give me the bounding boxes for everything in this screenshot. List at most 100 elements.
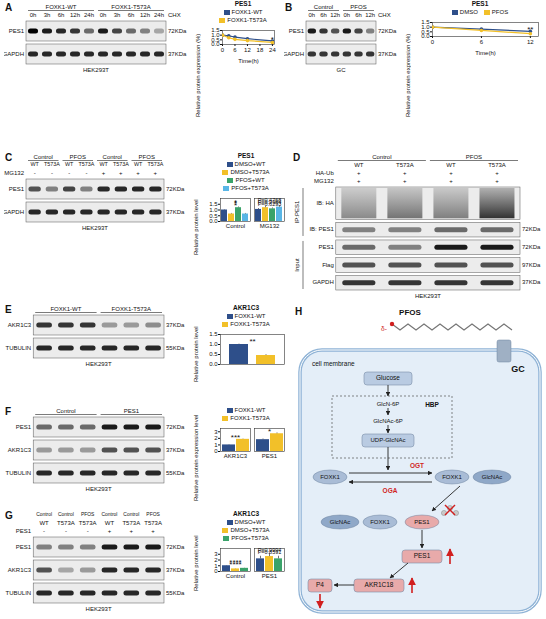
svg-text:δ-: δ- xyxy=(381,325,387,332)
svg-text:2: 2 xyxy=(214,435,218,441)
svg-text:12: 12 xyxy=(527,39,534,45)
svg-text:Control: Control xyxy=(102,512,118,517)
svg-text:6h: 6h xyxy=(355,12,362,18)
svg-text:0.0: 0.0 xyxy=(209,361,218,367)
svg-text:WT: WT xyxy=(30,161,39,167)
svg-text:IB: PES1: IB: PES1 xyxy=(309,226,334,232)
svg-text:+: + xyxy=(130,528,134,534)
svg-text:GAPDH: GAPDH xyxy=(4,209,24,215)
svg-text:GlcN-6P: GlcN-6P xyxy=(377,401,400,407)
svg-text:AKR1C3: AKR1C3 xyxy=(8,567,32,573)
svg-text:FOXK1: FOXK1 xyxy=(370,519,390,525)
svg-text:T573A: T573A xyxy=(488,162,506,168)
svg-text:55KDa: 55KDa xyxy=(166,470,185,476)
svg-text:72KDa: 72KDa xyxy=(166,424,185,430)
svg-text:-: - xyxy=(43,528,45,534)
svg-text:CHX: CHX xyxy=(378,12,391,18)
svg-text:0h: 0h xyxy=(309,12,316,18)
svg-text:TUBULIN: TUBULIN xyxy=(6,345,32,351)
svg-text:+: + xyxy=(151,528,155,534)
svg-text:T573A: T573A xyxy=(396,162,414,168)
svg-text:OGA: OGA xyxy=(383,487,398,494)
svg-text:FOXK1-WT: FOXK1-WT xyxy=(50,306,81,312)
svg-text:WT: WT xyxy=(105,520,115,526)
svg-text:FOXK1-T573A: FOXK1-T573A xyxy=(112,306,151,312)
svg-text:C: C xyxy=(5,152,12,163)
svg-text:0: 0 xyxy=(214,568,218,574)
svg-text:FOXK1: FOXK1 xyxy=(442,474,462,480)
svg-text:6h: 6h xyxy=(58,12,65,18)
svg-text:72KDa: 72KDa xyxy=(166,544,185,550)
svg-text:Control: Control xyxy=(226,223,245,229)
svg-text:HEK293T: HEK293T xyxy=(86,361,112,367)
svg-text:24: 24 xyxy=(269,47,276,53)
svg-text:37KDa: 37KDa xyxy=(168,51,187,57)
svg-text:T573A: T573A xyxy=(113,161,129,167)
svg-text:1.5: 1.5 xyxy=(211,27,220,33)
svg-text:37KDa: 37KDa xyxy=(378,51,397,57)
svg-text:12h: 12h xyxy=(140,12,150,18)
svg-text:PES1: PES1 xyxy=(318,244,334,250)
svg-text:+: + xyxy=(403,178,407,184)
svg-text:UDP-GlcNAc: UDP-GlcNAc xyxy=(370,437,405,443)
svg-text:PES1: PES1 xyxy=(262,573,278,579)
svg-text:PES1: PES1 xyxy=(16,424,32,430)
svg-text:GC: GC xyxy=(337,67,347,73)
svg-text:-: - xyxy=(85,170,87,176)
svg-text:GAPDH: GAPDH xyxy=(312,279,333,285)
svg-text:AKR1C3: AKR1C3 xyxy=(8,447,32,453)
svg-text:WT: WT xyxy=(354,162,364,168)
svg-text:P4: P4 xyxy=(316,581,324,588)
svg-text:P=0.6293: P=0.6293 xyxy=(258,201,282,207)
svg-text:Time(h): Time(h) xyxy=(475,50,495,56)
svg-text:Control: Control xyxy=(56,408,75,414)
svg-text:37KDa: 37KDa xyxy=(166,567,185,573)
svg-text:cell membrane: cell membrane xyxy=(312,360,355,367)
svg-text:PFOS: PFOS xyxy=(81,512,95,517)
svg-text:1.5: 1.5 xyxy=(209,331,218,337)
svg-text:FOXK1: FOXK1 xyxy=(320,474,340,480)
svg-text:MG132: MG132 xyxy=(4,170,24,176)
svg-text:-: - xyxy=(65,528,67,534)
svg-text:0: 0 xyxy=(431,39,435,45)
svg-text:+: + xyxy=(119,170,123,176)
svg-text:PES1: PES1 xyxy=(414,552,431,559)
svg-text:AKR1C3: AKR1C3 xyxy=(224,453,248,459)
svg-text:12h: 12h xyxy=(330,12,340,18)
svg-text:GlcNAc-6P: GlcNAc-6P xyxy=(373,418,403,424)
svg-text:1.0: 1.0 xyxy=(209,207,218,213)
svg-text:T573A: T573A xyxy=(44,161,60,167)
svg-text:HEK293T: HEK293T xyxy=(82,225,108,231)
svg-text:0h: 0h xyxy=(30,12,37,18)
svg-text:97KDa: 97KDa xyxy=(522,262,541,268)
svg-text:+: + xyxy=(102,170,106,176)
svg-text:HBP: HBP xyxy=(425,401,439,408)
svg-text:+: + xyxy=(357,178,361,184)
svg-text:WT: WT xyxy=(446,162,456,168)
svg-text:WT: WT xyxy=(39,520,49,526)
svg-text:55KDa: 55KDa xyxy=(166,590,185,596)
svg-text:72KDa: 72KDa xyxy=(378,28,397,34)
svg-text:Control: Control xyxy=(226,573,245,579)
svg-text:PFOS: PFOS xyxy=(70,154,86,160)
svg-text:37KDa: 37KDa xyxy=(166,322,185,328)
svg-text:Control: Control xyxy=(36,512,52,517)
svg-text:6h: 6h xyxy=(320,12,327,18)
svg-text:IP:PES1: IP:PES1 xyxy=(294,200,300,223)
svg-text:PES1: PES1 xyxy=(414,519,430,525)
svg-text:Input: Input xyxy=(294,258,300,272)
svg-text:2: 2 xyxy=(214,557,218,563)
svg-text:1: 1 xyxy=(214,563,218,569)
svg-text:0.0: 0.0 xyxy=(209,218,218,224)
svg-text:-: - xyxy=(87,528,89,534)
svg-text:TUBULIN: TUBULIN xyxy=(6,590,32,596)
svg-text:T573A: T573A xyxy=(79,520,97,526)
svg-text:IB: HA: IB: HA xyxy=(316,200,333,206)
svg-text:**: ** xyxy=(527,25,533,34)
svg-text:T573A: T573A xyxy=(57,520,75,526)
svg-text:*: * xyxy=(234,198,237,207)
svg-text:37KDa: 37KDa xyxy=(522,279,541,285)
svg-text:Control: Control xyxy=(34,154,53,160)
svg-text:FOXK1-WT: FOXK1-WT xyxy=(46,4,77,10)
svg-text:1.0: 1.0 xyxy=(209,341,218,347)
